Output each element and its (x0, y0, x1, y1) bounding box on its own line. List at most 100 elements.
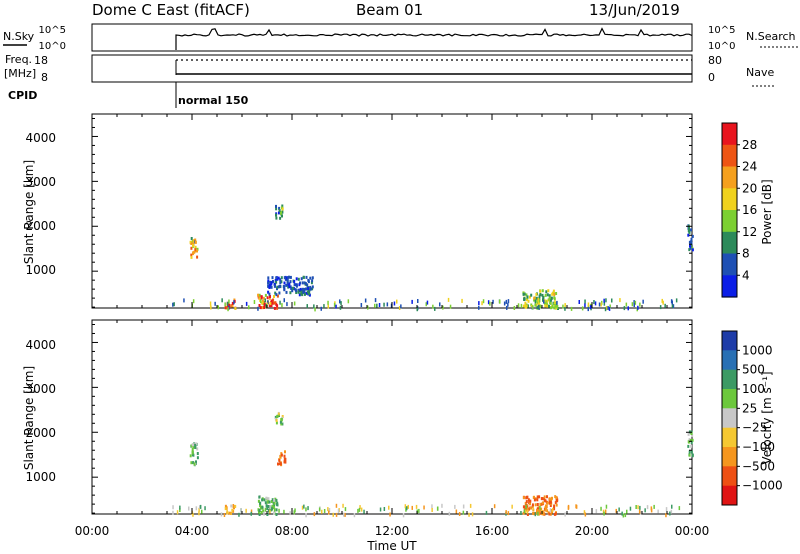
power-speckle (323, 304, 325, 309)
velocity-echo-3-cell (281, 422, 284, 426)
power-colorbar-tick-label: 28 (742, 138, 757, 152)
velocity-echo-5-cell (540, 507, 543, 511)
velocity-speckle (564, 512, 566, 517)
velocity-echo-6-cell (691, 454, 694, 458)
velocity-speckle (238, 512, 240, 517)
power-speckle (339, 305, 342, 310)
power-speckle (335, 304, 337, 309)
power-speckle (627, 306, 629, 311)
power-speckle (233, 300, 235, 305)
velocity-echo-2-cell (273, 501, 276, 505)
velocity-speckle (383, 507, 386, 511)
power-echo-4-cell (289, 285, 292, 289)
velocity-echo-5-cell (553, 506, 555, 510)
power-speckle (604, 307, 607, 312)
velocity-speckle (537, 511, 539, 516)
nave-tick-high: 80 (708, 54, 722, 67)
velocity-echo-6-cell (688, 453, 691, 457)
power-speckle (503, 301, 506, 306)
power-speckle (671, 303, 674, 308)
velocity-echo-5-cell (540, 497, 543, 501)
velocity-echo-2-cell (275, 498, 278, 502)
velocity-speckle (335, 512, 338, 517)
power-echo-5-cell (527, 299, 530, 303)
power-echo-5-cell (523, 296, 526, 300)
power-echo-4-cell (274, 291, 277, 295)
velocity-echo-4-cell (284, 450, 286, 454)
power-speckle (221, 298, 223, 303)
power-echo-5-cell (544, 304, 547, 308)
power-echo-5-cell (555, 301, 557, 305)
power-echo-5-cell (551, 291, 554, 295)
time-axis: 00:00 04:00 08:00 12:00 16:00 20:00 00:0… (75, 524, 710, 553)
velocity-echo-0-cell (192, 445, 195, 449)
power-speckle (386, 302, 389, 307)
velocity-colorbar-segment (722, 350, 737, 371)
power-speckle (267, 300, 269, 305)
power-colorbar-label: Power [dB] (760, 179, 774, 244)
velocity-echo-5-cell (532, 496, 535, 500)
power-speckle (376, 303, 378, 308)
power-echo-4-cell (305, 291, 308, 295)
velocity-speckle (575, 504, 578, 509)
velocity-echo-5-cell (553, 504, 556, 508)
power-echo-6-cell (687, 233, 690, 237)
power-echo-4-cell (289, 275, 292, 279)
velocity-echo-2-cell (275, 508, 278, 512)
velocity-echo-2-cell (273, 503, 276, 507)
velocity-speckle (526, 509, 529, 514)
velocity-echo-3-cell (280, 418, 283, 422)
velocity-speckle (313, 512, 316, 517)
power-echo-4-cell (307, 286, 310, 290)
velocity-echo-4-cell (283, 454, 286, 458)
velocity-echo-5-cell (536, 503, 539, 506)
velocity-speckle (353, 513, 356, 518)
velocity-echo-4-cell (277, 462, 279, 466)
power-echo-2-cell (264, 293, 267, 297)
power-echo-2-cell (261, 299, 264, 303)
velocity-speckle (344, 512, 346, 517)
power-speckle (228, 299, 230, 304)
velocity-echo-5-cell (546, 495, 548, 499)
power-echo-4-cell (301, 281, 304, 285)
power-echo-0-cell (192, 244, 194, 247)
freq-label: Freq. (5, 53, 32, 66)
power-speckle (661, 298, 663, 303)
velocity-echo-5-cell (548, 500, 551, 504)
velocity-speckle (307, 506, 309, 511)
power-speckle (603, 301, 606, 306)
velocity-echo-6-cell (687, 432, 690, 436)
power-echo-4-cell (287, 285, 290, 289)
velocity-echo-5-cell (522, 496, 525, 500)
power-echo-4-cell (298, 283, 301, 287)
velocity-echo-2-cell (263, 498, 266, 502)
power-speckle (633, 300, 635, 305)
power-echo-2-cell (276, 306, 279, 310)
velocity-speckle (639, 505, 641, 510)
power-echo-4-cell (294, 283, 297, 287)
velocity-echo-3-cell (281, 415, 284, 418)
velocity-echo-2-cell (273, 511, 276, 515)
power-speckle (507, 302, 509, 307)
power-speckle (664, 303, 666, 308)
power-speckle (320, 306, 322, 311)
power-echo-5-cell (543, 299, 546, 303)
nsearch-tick-high: 10^5 (708, 25, 735, 36)
time-tick-0: 00:00 (75, 524, 110, 538)
velocity-speckle (485, 510, 488, 515)
velocity-colorbar-segment (722, 485, 737, 506)
power-echo-0-cell (190, 253, 193, 257)
power-speckle (257, 306, 259, 311)
velocity-echo-5-cell (522, 511, 525, 515)
velocity-speckle (250, 509, 253, 514)
power-echo-2-cell (273, 306, 276, 310)
power-echo-3-cell (275, 213, 277, 217)
power-speckle (478, 305, 480, 310)
power-echo-3-cell (278, 211, 280, 215)
power-echo-5-cell (548, 296, 551, 300)
velocity-echo-5-cell (529, 502, 531, 506)
power-echo-4-cell (288, 275, 290, 279)
velocity-echo-5-cell (548, 497, 551, 501)
velocity-speckle (471, 512, 474, 517)
power-echo-3-cell (281, 204, 284, 208)
